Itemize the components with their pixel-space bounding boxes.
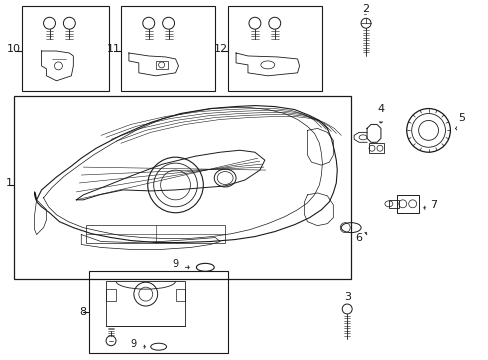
Text: 3: 3 xyxy=(343,292,350,302)
Text: 10: 10 xyxy=(7,44,21,54)
Text: 7: 7 xyxy=(429,200,436,210)
Bar xyxy=(388,200,398,208)
Bar xyxy=(89,271,228,353)
Text: 9: 9 xyxy=(172,259,178,269)
Bar xyxy=(21,6,109,91)
Text: 1: 1 xyxy=(5,178,12,188)
Text: 12: 12 xyxy=(214,44,228,54)
Bar xyxy=(228,6,322,91)
Bar xyxy=(368,143,383,153)
Text: 8: 8 xyxy=(80,307,87,317)
Bar xyxy=(175,289,185,301)
Text: 2: 2 xyxy=(362,4,369,14)
Bar xyxy=(106,281,185,326)
Text: 6: 6 xyxy=(355,233,362,243)
Bar xyxy=(14,96,350,279)
Bar xyxy=(86,225,224,243)
Bar xyxy=(155,61,167,69)
Text: 5: 5 xyxy=(457,113,464,123)
Bar xyxy=(106,289,116,301)
Text: 4: 4 xyxy=(377,104,384,113)
Bar xyxy=(121,6,215,91)
Text: 11: 11 xyxy=(107,44,121,54)
Bar xyxy=(396,195,418,213)
Text: 9: 9 xyxy=(130,339,137,349)
